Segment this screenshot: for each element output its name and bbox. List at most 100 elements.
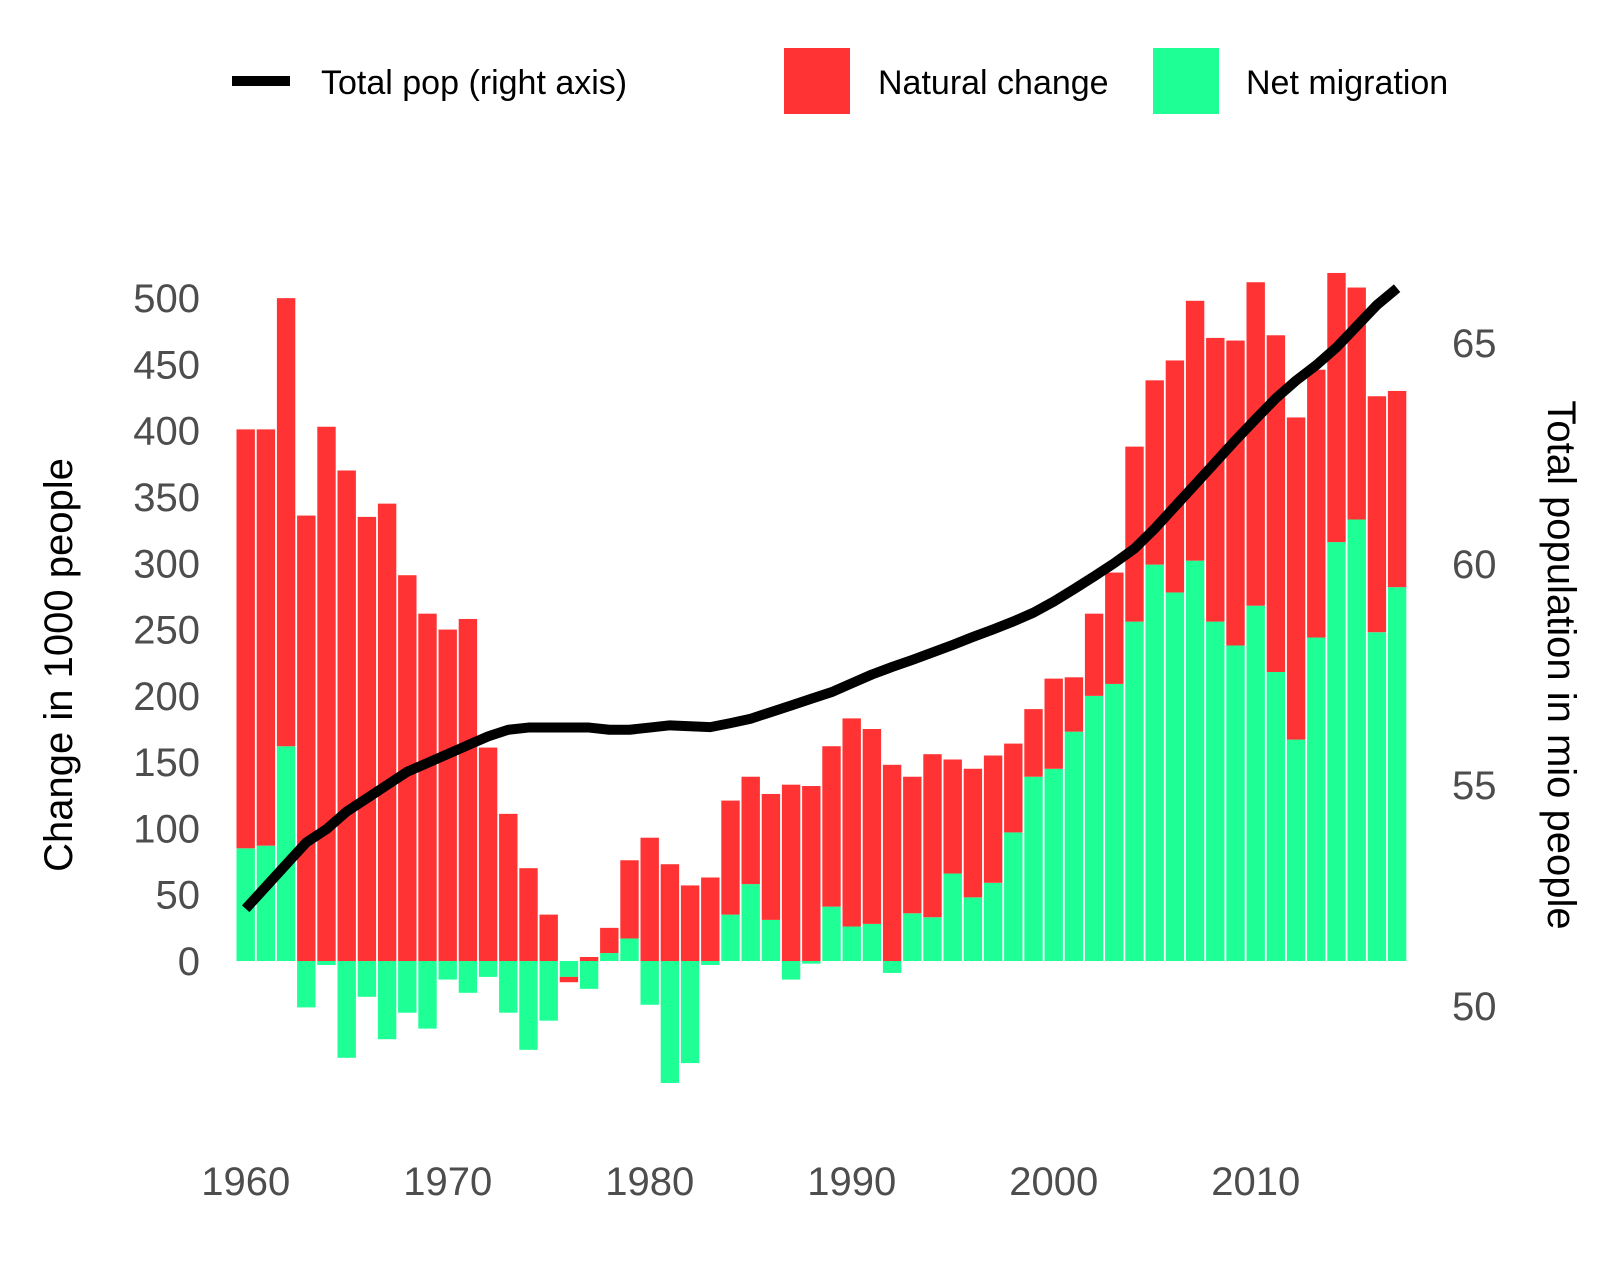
bar-natural-change-1975	[539, 914, 558, 961]
bar-net-migration-2005	[1145, 564, 1164, 961]
bar-natural-change-2010	[1246, 282, 1265, 606]
bar-net-migration-1971	[458, 961, 478, 993]
bar-natural-change-2001	[1064, 677, 1084, 732]
bar-net-migration-1979	[620, 938, 639, 961]
bar-natural-change-1982	[680, 885, 700, 961]
bar-natural-change-1996	[963, 768, 983, 898]
bar-natural-change-2011	[1266, 335, 1286, 672]
bar-net-migration-1985	[741, 884, 760, 961]
bar-net-migration-1991	[862, 923, 882, 961]
bar-natural-change-2008	[1206, 337, 1225, 622]
bar-net-migration-1977	[579, 961, 599, 989]
bar-natural-change-2016	[1367, 396, 1387, 633]
bar-natural-change-1999	[1024, 709, 1043, 777]
bar-net-migration-1972	[478, 961, 498, 977]
bar-natural-change-1979	[620, 860, 639, 939]
y-left-tick-label: 50	[156, 874, 201, 918]
bar-natural-change-1998	[1004, 743, 1023, 833]
bar-net-migration-2010	[1246, 605, 1265, 961]
bar-net-migration-1966	[357, 961, 377, 997]
y-left-tick-label: 400	[133, 410, 200, 454]
bar-net-migration-2008	[1206, 621, 1225, 961]
bar-net-migration-1974	[519, 961, 538, 1050]
y-left-tick-label: 500	[133, 277, 200, 321]
bar-net-migration-2009	[1226, 645, 1245, 961]
bar-net-migration-1986	[761, 919, 781, 961]
bar-natural-change-2006	[1165, 360, 1185, 593]
bar-natural-change-1983	[701, 877, 720, 961]
bar-net-migration-1968	[398, 961, 417, 1013]
x-tick-label: 1970	[403, 1160, 492, 1204]
x-tick-label: 2000	[1009, 1160, 1098, 1204]
bar-net-migration-1984	[721, 914, 740, 961]
y-left-tick-label: 100	[133, 807, 200, 851]
bar-net-migration-1961	[256, 845, 276, 961]
bar-natural-change-1970	[438, 629, 457, 961]
bar-natural-change-2013	[1307, 369, 1326, 638]
bar-net-migration-1982	[680, 961, 700, 1064]
bar-natural-change-1966	[357, 516, 377, 961]
bar-net-migration-2014	[1327, 542, 1346, 961]
bar-natural-change-1988	[802, 786, 821, 961]
bar-natural-change-1964	[317, 426, 336, 961]
y-left-axis-ticks: 0 50 100 150 200 250 300 350 400 450 500	[133, 277, 200, 984]
bar-natural-change-2009	[1226, 340, 1245, 646]
y-left-tick-label: 0	[178, 940, 200, 984]
bar-natural-change-2015	[1347, 287, 1366, 520]
bar-natural-change-1993	[903, 776, 922, 914]
bar-natural-change-2012	[1286, 417, 1306, 740]
bar-natural-change-1963	[297, 515, 316, 961]
bar-net-migration-2003	[1105, 683, 1124, 961]
bar-net-migration-1970	[438, 961, 457, 980]
bar-net-migration-1988	[802, 961, 821, 964]
bar-natural-change-1987	[781, 784, 801, 961]
total-pop-line	[242, 284, 1401, 913]
bar-net-migration-1969	[418, 961, 437, 1029]
bar-natural-change-2003	[1105, 572, 1124, 684]
bar-natural-change-2004	[1125, 446, 1144, 622]
bar-net-migration-1976	[559, 961, 579, 977]
bar-natural-change-1990	[842, 718, 861, 927]
bar-net-migration-1962	[276, 746, 296, 961]
bar-natural-change-1991	[862, 729, 882, 924]
bar-net-migration-1987	[781, 961, 801, 980]
y-left-tick-label: 200	[133, 675, 200, 719]
y-right-axis-ticks: 50 55 60 65	[1452, 322, 1497, 1029]
y-left-tick-label: 300	[133, 542, 200, 586]
bar-natural-change-2007	[1185, 300, 1205, 561]
legend-label-natural-change: Natural change	[878, 64, 1109, 102]
bar-net-migration-2017	[1387, 587, 1407, 961]
bar-net-migration-1994	[923, 917, 942, 961]
bar-natural-change-1980	[640, 837, 659, 961]
bar-net-migration-1963	[297, 961, 316, 1008]
bar-net-migration-2011	[1266, 672, 1286, 961]
y-left-axis-title: Change in 1000 people	[37, 458, 81, 872]
bar-net-migration-2007	[1185, 560, 1205, 961]
bar-natural-change-1967	[377, 503, 397, 961]
y-right-tick-label: 55	[1452, 764, 1497, 808]
x-axis-ticks: 1960 1970 1980 1990 2000 2010	[201, 1160, 1300, 1204]
bar-natural-change-1992	[882, 764, 902, 961]
bar-net-migration-1989	[822, 906, 841, 961]
bar-net-migration-1975	[539, 961, 558, 1021]
bar-net-migration-2016	[1367, 632, 1387, 961]
bar-natural-change-2017	[1387, 390, 1407, 588]
x-tick-label: 1990	[807, 1160, 896, 1204]
x-tick-label: 1960	[201, 1160, 290, 1204]
bar-net-migration-2004	[1125, 621, 1144, 961]
bar-natural-change-2014	[1327, 272, 1346, 543]
bar-net-migration-1964	[317, 961, 336, 965]
bar-net-migration-1983	[701, 961, 720, 965]
bar-net-migration-1992	[882, 961, 902, 973]
bar-net-migration-1993	[903, 913, 922, 961]
bar-natural-change-1978	[600, 927, 619, 954]
bars-layer	[236, 272, 1407, 1083]
bar-natural-change-1974	[519, 868, 538, 961]
line-layer	[242, 284, 1401, 913]
bar-natural-change-1965	[337, 470, 356, 961]
bar-net-migration-1965	[337, 961, 356, 1058]
bar-net-migration-2012	[1286, 739, 1306, 961]
y-left-tick-label: 450	[133, 343, 200, 387]
y-right-tick-label: 50	[1452, 985, 1497, 1029]
